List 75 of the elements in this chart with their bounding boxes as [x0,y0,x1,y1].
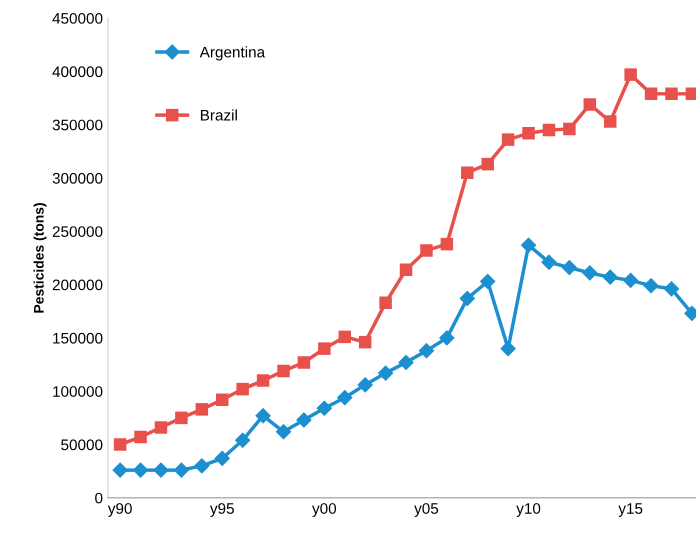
point [236,382,249,396]
x-tick-label: y10 [516,503,540,517]
y-tick-label: 350000 [52,120,102,130]
point [541,254,557,270]
legend-label: Brazil [200,109,237,121]
point [277,364,290,378]
point [563,122,576,136]
point [338,330,352,344]
point [358,377,373,392]
y-tick-label: 0 [95,492,102,504]
x-tick-label: y15 [618,503,642,517]
point [418,343,434,358]
point [461,166,474,179]
x-tick-label: y95 [210,503,234,517]
point [440,238,454,250]
point [398,354,414,370]
point [318,342,331,355]
point [623,272,638,288]
point [480,274,496,289]
y-tick-label: 200000 [52,279,102,290]
point [235,432,250,448]
point [134,430,147,444]
y-tick-label: 300000 [52,172,102,184]
y-tick-label: 50000 [61,439,102,450]
point [542,124,556,136]
x-tick-label: y00 [312,503,336,517]
point [174,462,189,478]
point [316,400,332,416]
y-tick-label: 450000 [52,12,102,24]
point [256,408,271,424]
point [298,356,310,369]
point [379,296,392,309]
x-tick-label: y05 [414,503,438,517]
point [154,421,168,434]
point [114,438,126,451]
point [644,278,659,294]
point [602,270,618,285]
point [500,341,516,356]
y-tick-label: 400000 [52,66,102,78]
point [216,394,228,406]
point [624,68,637,81]
point [132,462,148,478]
point [296,412,312,428]
point [582,265,598,280]
point [481,158,494,170]
point [520,238,536,253]
point [214,450,230,466]
point [153,462,169,478]
point [460,290,475,306]
point [276,424,292,440]
point [196,403,208,416]
point [358,336,372,348]
x-tick-label: y90 [108,503,132,517]
point [378,366,394,381]
point [584,98,596,111]
point [337,390,352,406]
y-tick-label: 250000 [52,226,102,238]
y-tick-label: 100000 [53,386,102,397]
legend-label: Argentina [200,46,266,61]
point [644,88,658,100]
point [439,330,454,346]
point [400,263,412,276]
point [420,244,433,257]
point [502,133,514,146]
y-axis-title: Pesticides (tons) [34,203,46,313]
point [522,127,535,140]
point [175,412,188,424]
point [194,458,210,474]
point [256,374,270,387]
y-tick-label: 150000 [53,332,102,344]
point [665,88,678,100]
point [112,462,128,478]
point [604,115,616,128]
point [664,281,680,296]
point [562,260,577,276]
